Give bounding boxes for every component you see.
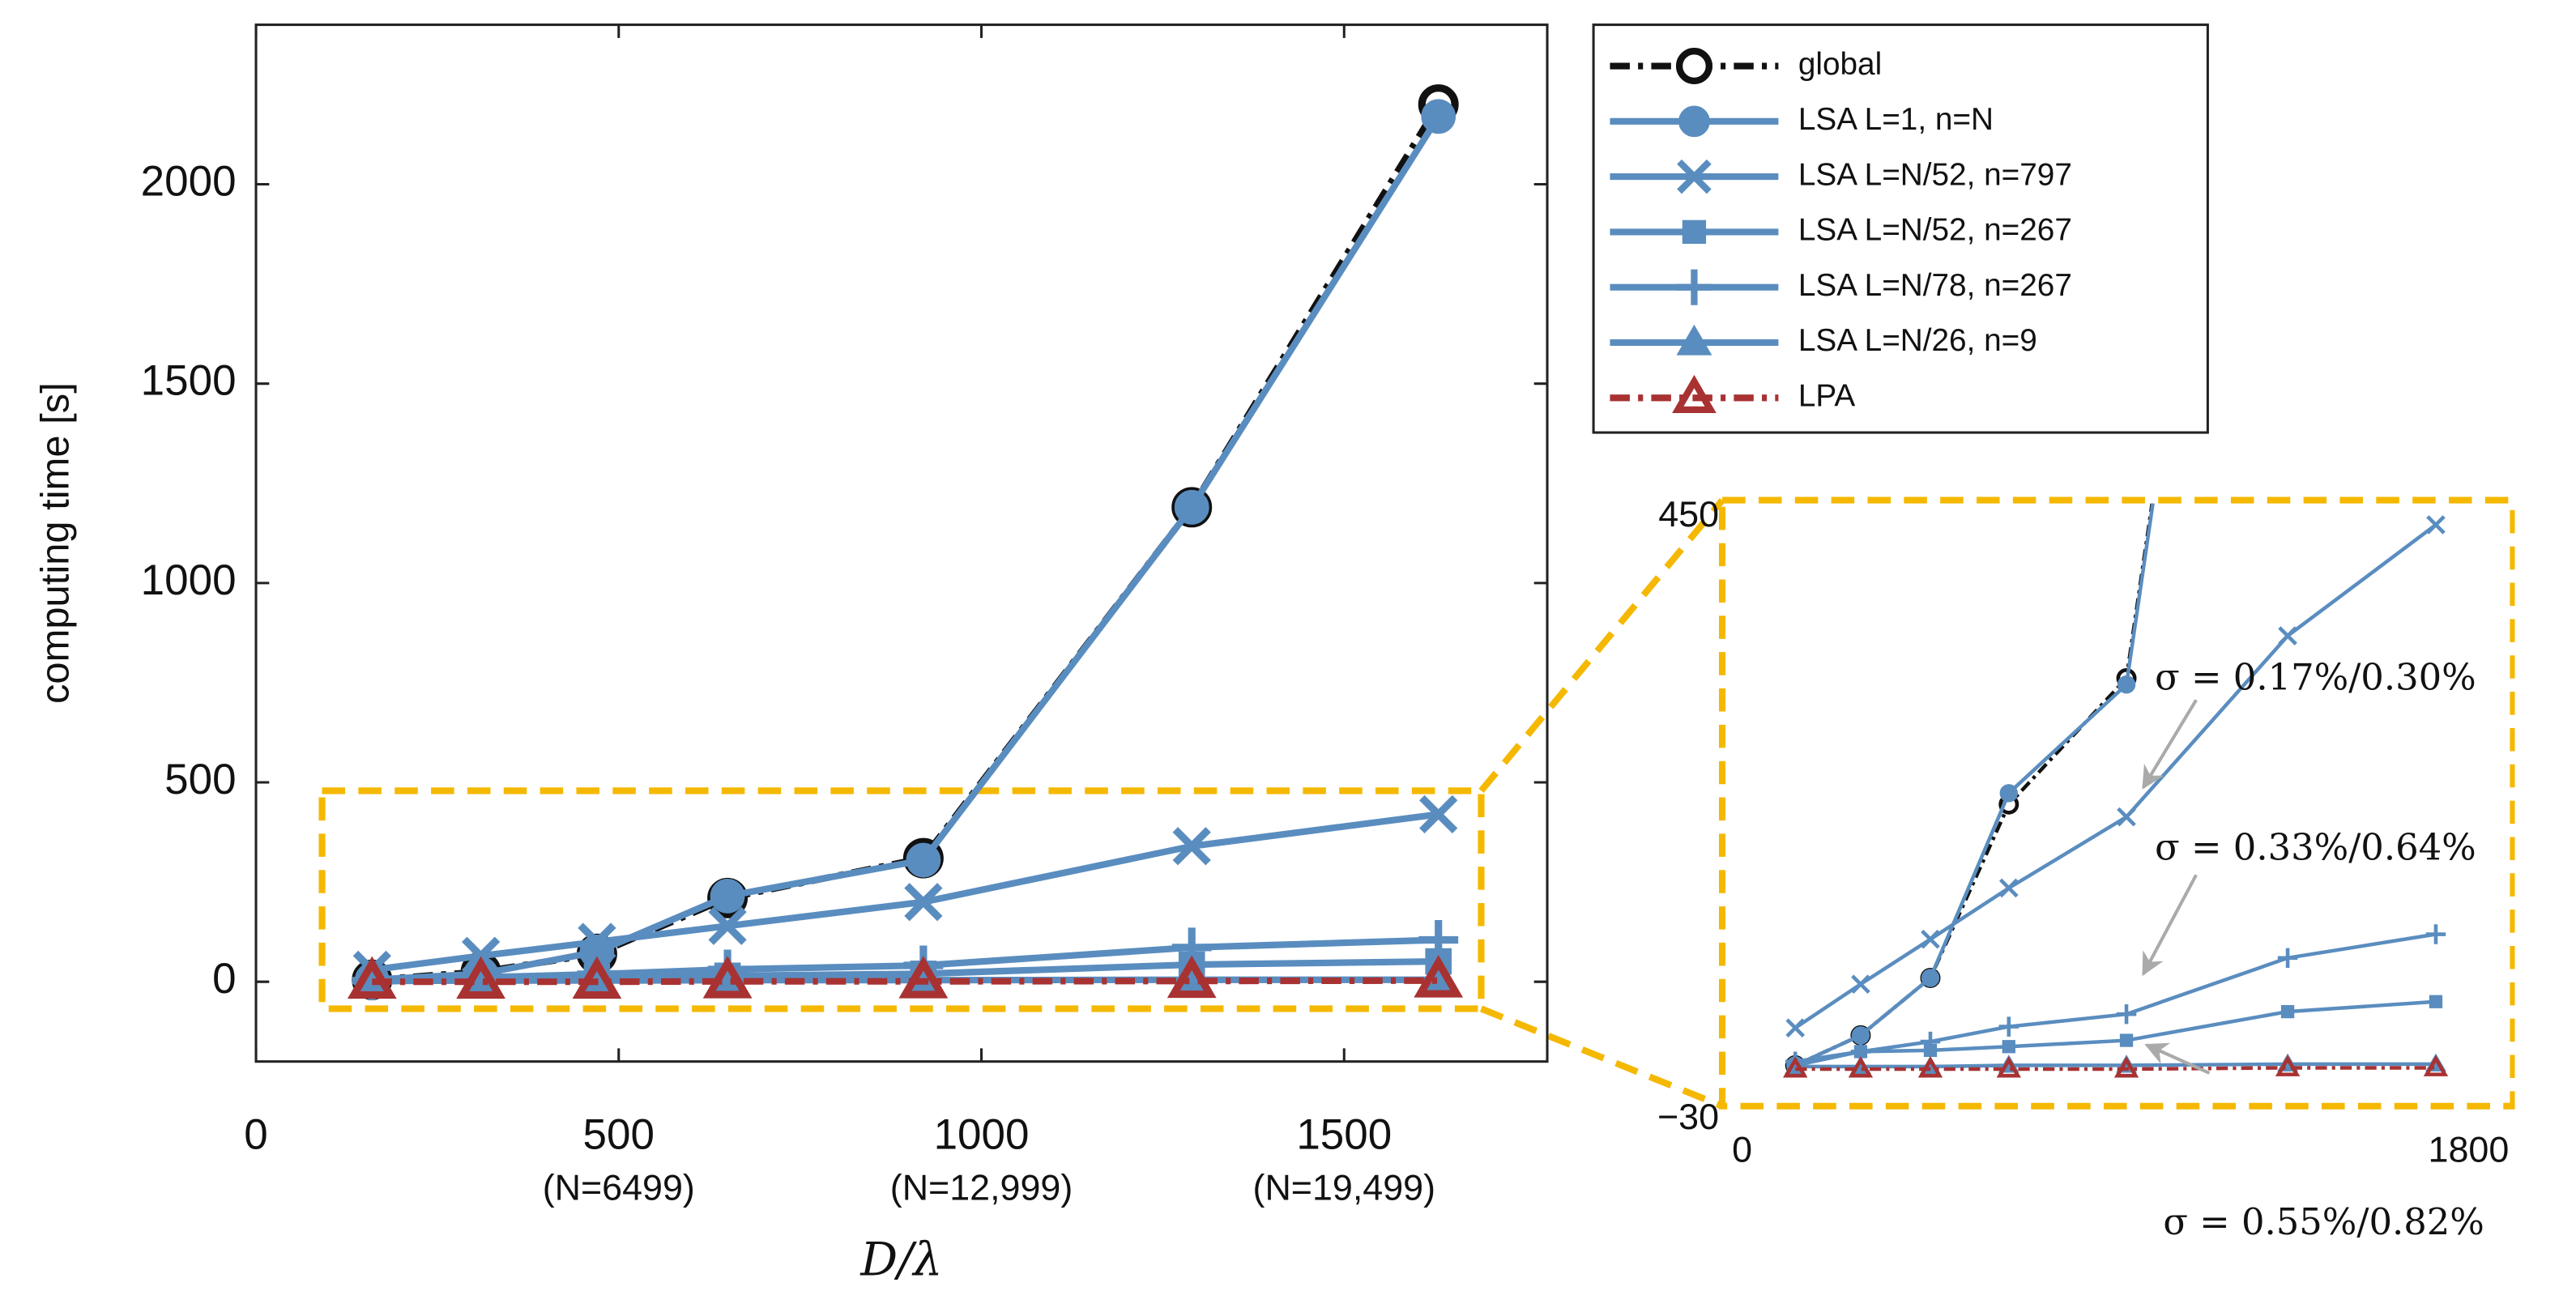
marker xyxy=(1917,1056,1943,1078)
inset-frame xyxy=(1719,496,2515,1110)
marker xyxy=(1421,99,1456,134)
marker xyxy=(1921,929,1940,949)
y-axis-label: computing time [s] xyxy=(33,382,77,704)
legend-label: LSA L=N/52, n=267 xyxy=(1798,213,2072,248)
x-tick-label: 1500 xyxy=(1296,1110,1392,1158)
marker xyxy=(1996,1056,2021,1078)
marker xyxy=(456,956,506,999)
legend-label: LPA xyxy=(1798,378,1855,413)
marker xyxy=(2277,948,2298,969)
marker xyxy=(2117,807,2136,827)
marker xyxy=(1921,969,1940,987)
zoom-connector xyxy=(1478,498,1725,793)
marker xyxy=(2002,1040,2015,1054)
marker xyxy=(2280,1004,2295,1019)
plot-area xyxy=(254,23,1549,1063)
marker xyxy=(2119,1033,2134,1047)
marker xyxy=(2275,1054,2301,1076)
legend-label: LSA L=1, n=N xyxy=(1798,102,1994,137)
marker xyxy=(708,906,747,945)
legend-label: global xyxy=(1798,47,1882,82)
y-tick-label: 1500 xyxy=(141,357,237,405)
x-tick-label: 1800 xyxy=(2429,1129,2510,1170)
marker xyxy=(578,922,616,961)
legend-label: LSA L=N/52, n=797 xyxy=(1798,157,2072,192)
marker xyxy=(347,956,397,999)
x-sublabel: (N=12,999) xyxy=(890,1167,1073,1208)
series-line xyxy=(372,976,1439,985)
x-tick-label: 0 xyxy=(1732,1129,1752,1170)
annotation: σ = 0.17%/0.30% xyxy=(2155,655,2476,698)
marker xyxy=(1676,269,1712,305)
marker xyxy=(898,956,949,999)
legend-label: LSA L=N/26, n=9 xyxy=(1798,323,2037,358)
marker xyxy=(2423,1054,2449,1076)
marker xyxy=(1672,374,1717,414)
legend: global LSA L=1, n=N LSA L=N/52, n=797 LSA L… xyxy=(1592,23,2209,434)
annotation-arrow xyxy=(2144,1042,2211,1075)
marker xyxy=(2116,1003,2137,1025)
main-plot: 0 500 1000 1500 0 500 1000 1500 2000 (N=6499) (N=1… xyxy=(33,23,1549,1286)
marker xyxy=(2113,1056,2139,1078)
legend-label: LSA L=N/78, n=267 xyxy=(1798,268,2072,303)
x-axis-label: D/λ xyxy=(859,1233,942,1286)
y-tick-label: 500 xyxy=(164,756,236,803)
marker xyxy=(1851,974,1870,994)
marker xyxy=(1172,827,1211,866)
marker xyxy=(1999,784,2019,803)
plot-area xyxy=(1725,503,2510,1103)
marker xyxy=(906,842,941,878)
marker xyxy=(1678,105,1710,138)
marker xyxy=(1783,1056,1808,1078)
y-tick-label: −30 xyxy=(1657,1096,1719,1137)
x-tick-label: 0 xyxy=(244,1110,267,1158)
marker xyxy=(1174,489,1209,525)
marker xyxy=(1682,219,1707,245)
marker xyxy=(1998,1016,2019,1037)
x-tick-label: 1000 xyxy=(934,1110,1030,1158)
marker xyxy=(710,878,745,914)
zoom-connector xyxy=(1479,1005,1724,1110)
marker xyxy=(1419,795,1458,834)
marker xyxy=(1166,955,1217,999)
marker xyxy=(2425,924,2446,944)
marker xyxy=(572,956,622,999)
y-tick-label: 2000 xyxy=(141,158,237,206)
x-sublabel: (N=6499) xyxy=(543,1167,695,1208)
annotation-arrow xyxy=(2142,874,2198,977)
marker xyxy=(1414,955,1464,998)
y-tick-label: 450 xyxy=(1658,493,1719,535)
annotation: σ = 0.55%/0.82% xyxy=(2163,1200,2484,1243)
series-line xyxy=(372,102,1442,983)
marker xyxy=(1418,920,1459,960)
marker xyxy=(1785,1018,1806,1037)
marker xyxy=(1676,324,1712,356)
marker xyxy=(1675,48,1712,85)
annotation: σ = 0.33%/0.64% xyxy=(2155,825,2476,868)
marker xyxy=(904,883,943,922)
marker xyxy=(2117,675,2136,694)
marker xyxy=(2426,515,2446,535)
marker xyxy=(702,956,753,999)
x-sublabel: (N=19,499) xyxy=(1253,1167,1436,1208)
x-tick-label: 500 xyxy=(583,1110,655,1158)
y-tick-label: 1000 xyxy=(141,556,237,604)
marker xyxy=(1851,1026,1870,1045)
series-group xyxy=(1783,503,2449,1078)
marker xyxy=(2429,995,2443,1008)
marker xyxy=(1920,1031,1941,1052)
marker xyxy=(1998,878,2019,898)
y-tick-label: 0 xyxy=(212,955,236,1003)
inset-plot: 0 1800 −30 450 σ = 0.17%/0.30% σ = 0.33%/0.64… xyxy=(1657,493,2510,1243)
annotation-arrow xyxy=(2142,699,2198,790)
marker xyxy=(1848,1056,1874,1078)
marker xyxy=(2278,626,2297,645)
marker xyxy=(1677,159,1712,194)
series-group xyxy=(347,84,1464,1001)
